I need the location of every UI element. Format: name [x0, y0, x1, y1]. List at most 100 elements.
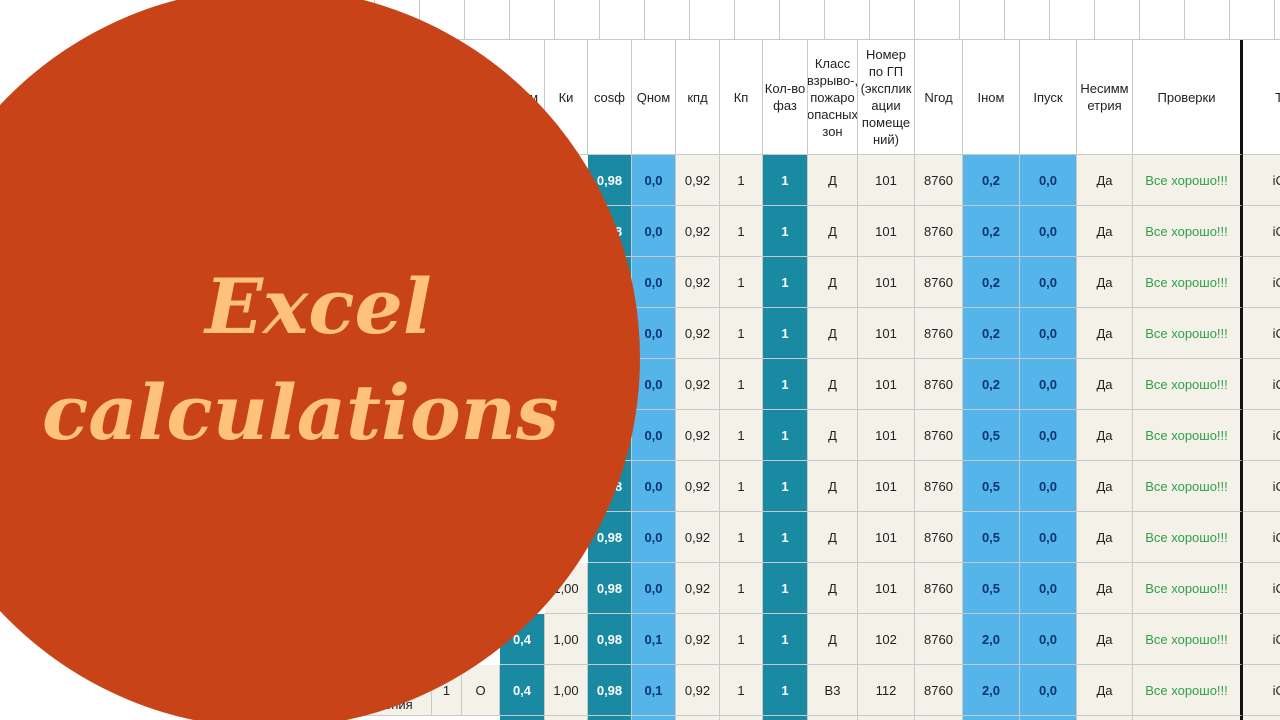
cell: 1,00	[545, 614, 588, 665]
cell: 0,92	[676, 206, 720, 257]
cell: 0,5	[963, 410, 1020, 461]
cell: 0,0	[632, 410, 676, 461]
cell	[1243, 716, 1280, 720]
cell: 1	[720, 359, 763, 410]
cell: 1	[720, 257, 763, 308]
grid-cell	[645, 0, 690, 40]
grid-cell	[1050, 0, 1095, 40]
column-header: Qном	[632, 40, 676, 155]
cell: 0,0	[632, 512, 676, 563]
grid-cell	[510, 0, 555, 40]
cell	[500, 716, 545, 720]
cell: Д	[808, 359, 858, 410]
cell: Д	[808, 206, 858, 257]
cell: 112	[858, 665, 915, 716]
cell: 102	[858, 614, 915, 665]
cell: 101	[858, 512, 915, 563]
column-header: Кп	[720, 40, 763, 155]
cell: 1	[763, 512, 808, 563]
cell: 0,0	[1020, 614, 1077, 665]
cell	[545, 716, 588, 720]
cell: Д	[808, 563, 858, 614]
cell: iC60	[1243, 206, 1280, 257]
cell: 0,92	[676, 155, 720, 206]
cell: 0,0	[1020, 512, 1077, 563]
cell: 0,2	[963, 359, 1020, 410]
cell: 8760	[915, 206, 963, 257]
cell: О	[462, 665, 500, 716]
grid-cell	[870, 0, 915, 40]
cell: 0,92	[676, 257, 720, 308]
cell: 0,5	[963, 512, 1020, 563]
overlay-circle	[0, 0, 640, 720]
cell: 0,0	[632, 257, 676, 308]
cell	[1133, 716, 1243, 720]
cell: 0,2	[963, 206, 1020, 257]
grid-cell	[780, 0, 825, 40]
cell: 1	[720, 410, 763, 461]
cell: 101	[858, 410, 915, 461]
cell: Все хорошо!!!	[1133, 410, 1243, 461]
cell: Д	[808, 308, 858, 359]
cell: 8760	[915, 665, 963, 716]
cell: 0,98	[588, 155, 632, 206]
cell: Д	[808, 614, 858, 665]
cell: 0,2	[963, 155, 1020, 206]
cell: 1	[763, 461, 808, 512]
cell: Все хорошо!!!	[1133, 359, 1243, 410]
cell: 0,0	[1020, 665, 1077, 716]
cell: 0,0	[1020, 206, 1077, 257]
cell: Все хорошо!!!	[1133, 206, 1243, 257]
cell: 1	[763, 155, 808, 206]
grid-cell	[1005, 0, 1050, 40]
cell	[858, 716, 915, 720]
cell: iC60	[1243, 308, 1280, 359]
grid-cell	[600, 0, 645, 40]
cell: 0,2	[963, 257, 1020, 308]
grid-cell	[735, 0, 780, 40]
cell: 1	[720, 206, 763, 257]
cell: 1	[763, 257, 808, 308]
cell: Д	[808, 410, 858, 461]
cell: Д	[808, 512, 858, 563]
cell: iC60	[1243, 359, 1280, 410]
cell: 0,98	[588, 614, 632, 665]
cell: 8760	[915, 410, 963, 461]
cell: 101	[858, 155, 915, 206]
cell: iC60	[1243, 614, 1280, 665]
cell: 1,00	[545, 665, 588, 716]
overlay-title: calculations	[42, 368, 559, 457]
grid-cell	[1230, 0, 1275, 40]
cell: Да	[1077, 206, 1133, 257]
cell: 0,92	[676, 563, 720, 614]
column-header: Проверки	[1133, 40, 1243, 155]
cell: 1	[763, 359, 808, 410]
cell: 0,92	[676, 410, 720, 461]
cell: 0,98	[588, 665, 632, 716]
cell: 1	[763, 665, 808, 716]
column-header: Iпуск	[1020, 40, 1077, 155]
cell: 101	[858, 461, 915, 512]
cell: iC60	[1243, 410, 1280, 461]
cell: 0,0	[1020, 155, 1077, 206]
cell	[808, 716, 858, 720]
cell: Да	[1077, 359, 1133, 410]
cell: 8760	[915, 614, 963, 665]
cell: 0,0	[1020, 410, 1077, 461]
cell: Да	[1077, 614, 1133, 665]
cell: 0,0	[1020, 461, 1077, 512]
cell: 1	[720, 155, 763, 206]
overlay-title: Excel	[205, 262, 432, 351]
grid-cell	[1095, 0, 1140, 40]
cell: Все хорошо!!!	[1133, 257, 1243, 308]
column-header: Кол-во фаз	[763, 40, 808, 155]
cell: 101	[858, 257, 915, 308]
cell: 0,2	[963, 308, 1020, 359]
cell: 8760	[915, 461, 963, 512]
cell: 8760	[915, 257, 963, 308]
cell: 1	[720, 461, 763, 512]
column-header: Iном	[963, 40, 1020, 155]
cell: iC60	[1243, 563, 1280, 614]
cell: 1	[720, 563, 763, 614]
grid-cell	[825, 0, 870, 40]
